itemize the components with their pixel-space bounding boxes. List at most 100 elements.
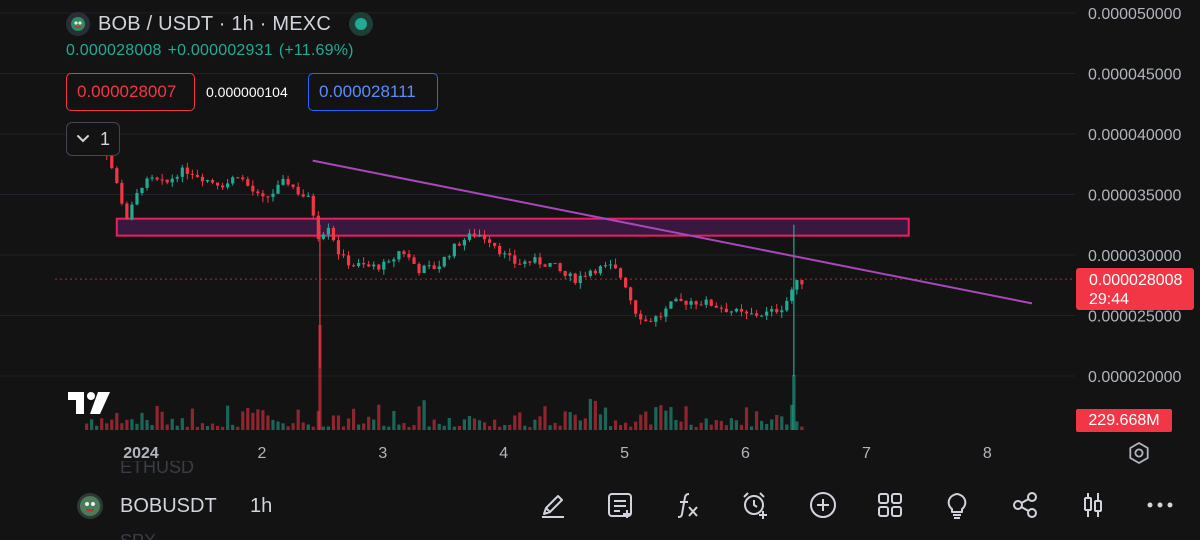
candle-body [372, 264, 376, 267]
candle-body [306, 195, 310, 197]
candle-body [336, 240, 341, 255]
candle-body [508, 253, 512, 256]
candle-body [674, 298, 678, 302]
grid-icon[interactable] [872, 487, 908, 523]
volume-bar [180, 418, 184, 430]
descending-trendline [312, 159, 1033, 305]
candle-body [513, 255, 517, 264]
candle-body [548, 262, 552, 267]
symbol-selector[interactable]: BOBUSDT [120, 495, 217, 517]
volume-bar [346, 418, 351, 430]
volume-bar [311, 426, 315, 430]
volume-bar [629, 426, 633, 430]
bottom-toolbar: BOBUSDT 1h [0, 470, 1200, 540]
candle-body [185, 167, 189, 174]
candle-body [709, 299, 713, 306]
volume-bar [624, 422, 628, 430]
volume-bar [256, 409, 260, 430]
gear-icon[interactable] [1127, 441, 1151, 470]
price-chart[interactable]: 0.000050000 0.000045000 0.000040000 0.00003… [0, 0, 1200, 470]
volume-bar [744, 407, 749, 430]
buy-price-button[interactable]: 0.000028111 [308, 73, 438, 111]
chart-area[interactable]: 0.000050000 0.000045000 0.000040000 0.00003… [0, 0, 1200, 470]
volume-bar [734, 420, 739, 430]
candle-body [598, 266, 603, 274]
notes-icon[interactable] [602, 487, 638, 523]
volume-bar [598, 414, 603, 430]
volume-bar [165, 424, 169, 430]
candle-body [246, 179, 250, 186]
ghost-symbol-below: SPX [120, 532, 156, 540]
volume-bar [341, 426, 346, 430]
symbol-title[interactable]: BOB / USDT · 1h · MEXC [98, 12, 331, 35]
volume-bar [422, 400, 426, 430]
volume-bar [603, 407, 608, 430]
price-tick-label: 0.000045000 [1088, 67, 1182, 84]
volume-bar [130, 419, 134, 430]
volume-bar [770, 419, 774, 430]
candle-body [795, 280, 799, 290]
candle-body [387, 261, 391, 263]
volume-bar [160, 411, 164, 430]
volume-bar [578, 420, 582, 430]
candle-body [760, 315, 764, 317]
candle-layer [84, 138, 804, 376]
price-tick-label: 0.000020000 [1088, 369, 1182, 386]
change-percent: (+11.69%) [278, 42, 354, 59]
last-price: 0.000028008 [66, 42, 162, 59]
volume-bar [543, 406, 547, 430]
volume-bar [236, 426, 240, 430]
alarm-clock-icon[interactable] [737, 487, 773, 523]
lightbulb-icon[interactable] [939, 487, 975, 523]
chevron-down-icon [76, 135, 89, 143]
volume-bar [306, 424, 310, 430]
volume-bar [639, 414, 643, 430]
candles-icon[interactable] [1075, 487, 1111, 523]
candle-body [377, 264, 381, 270]
sell-price-button[interactable]: 0.000028007 [66, 73, 195, 111]
time-axis-labels: 2024 2 3 4 5 6 7 8 [123, 445, 992, 462]
candle-body [140, 187, 144, 193]
time-tick-label: 4 [499, 445, 508, 462]
volume-bar [780, 416, 784, 430]
more-icon[interactable] [1142, 487, 1178, 523]
volume-bar [487, 426, 492, 430]
volume-bar [205, 425, 210, 430]
candle-body [321, 234, 325, 239]
indicators-collapse-button[interactable]: 1 [66, 122, 120, 156]
volume-bar [523, 425, 527, 430]
volume-bar [729, 418, 733, 430]
time-tick-label: 3 [378, 445, 387, 462]
fx-icon[interactable] [669, 487, 705, 523]
candle-body [523, 261, 527, 264]
candle-body [331, 227, 336, 241]
spread-value: 0.000000104 [206, 84, 288, 100]
volume-bar [563, 411, 567, 430]
volume-bar [452, 426, 456, 430]
price-tick-label: 0.000035000 [1088, 188, 1182, 205]
candle-body [427, 265, 431, 267]
volume-bar [664, 410, 668, 430]
candle-body [392, 259, 396, 262]
candle-body [568, 273, 572, 276]
volume-bar [362, 423, 366, 430]
pencil-icon[interactable] [535, 487, 571, 523]
candle-body [573, 273, 577, 284]
volume-bar [588, 398, 592, 430]
volume-bar [709, 424, 713, 430]
plus-circle-icon[interactable] [805, 487, 841, 523]
volume-bar [402, 423, 406, 430]
candle-body [226, 183, 230, 188]
candle-body [397, 251, 401, 260]
current-price-badge: 0.000028008 29:44 [1076, 268, 1194, 310]
time-tick-label: 8 [983, 445, 992, 462]
interval-selector[interactable]: 1h [250, 495, 273, 517]
share-icon[interactable] [1007, 487, 1043, 523]
volume-bar [669, 407, 673, 430]
volume-bar [195, 426, 200, 430]
volume-bar [110, 419, 114, 430]
candle-countdown: 29:44 [1089, 291, 1130, 308]
volume-bar [518, 412, 522, 430]
candle-body [754, 313, 759, 316]
candle-body [382, 261, 386, 270]
